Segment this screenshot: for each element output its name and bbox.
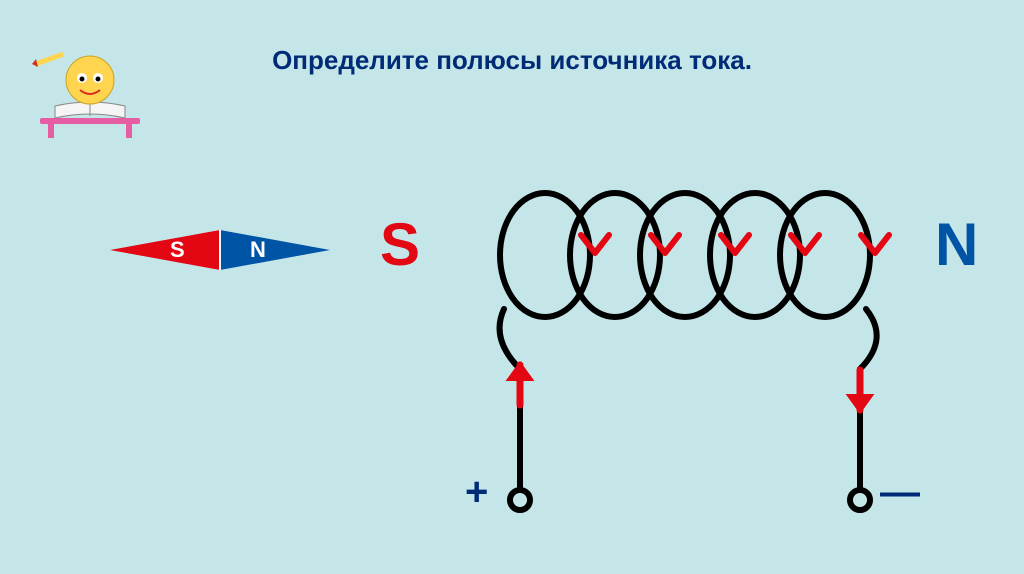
compass-needle: S N [110,220,330,280]
compass-svg [110,220,330,280]
pole-s-label: S [380,210,420,279]
coil-diagram: S N + — [380,160,1000,540]
page-title: Определите полюсы источника тока. [0,45,1024,76]
compass-n-label: N [250,237,266,263]
compass-s-label: S [170,237,185,263]
compass-s-half [110,230,220,270]
pole-n-label: N [935,210,978,279]
terminal-plus-label: + [465,470,488,515]
mascot-icon [30,50,150,140]
terminal-minus-label: — [880,470,920,515]
compass-n-half [220,230,330,270]
